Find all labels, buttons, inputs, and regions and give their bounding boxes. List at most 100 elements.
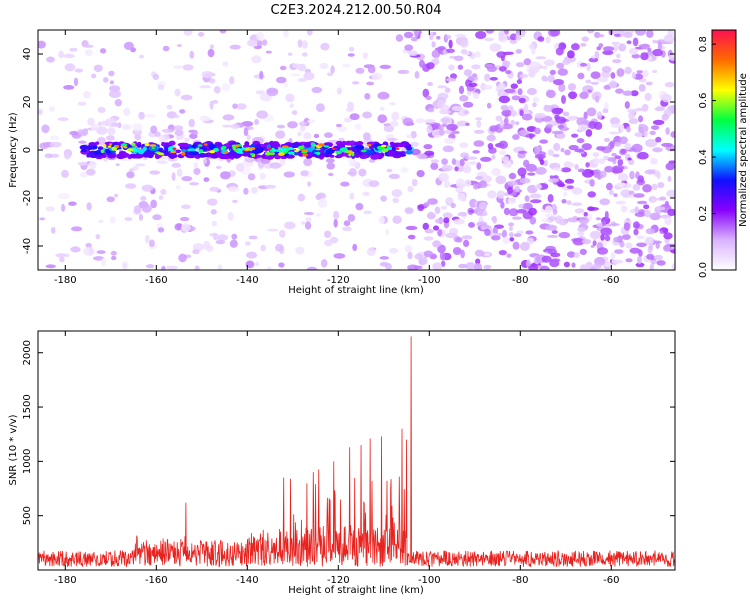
heatmap-cell <box>174 88 181 97</box>
heatmap-cell <box>101 258 106 267</box>
heatmap-cell <box>644 169 656 175</box>
heatmap-cell <box>606 182 613 191</box>
heatmap-cell <box>184 137 190 143</box>
heatmap-cell <box>433 56 439 65</box>
heatmap-cell <box>124 183 137 189</box>
heatmap-cell <box>441 260 446 267</box>
heatmap-cell <box>460 152 470 158</box>
heatmap-cell <box>631 71 637 80</box>
heatmap-cell <box>604 210 609 220</box>
heatmap-cell <box>568 91 578 100</box>
heatmap-cell <box>279 229 286 238</box>
heatmap-cell <box>282 145 289 148</box>
heatmap-cell <box>441 164 454 172</box>
heatmap-cell <box>583 111 588 120</box>
heatmap-cell <box>61 203 66 212</box>
heatmap-cell <box>643 130 648 138</box>
heatmap-cell <box>110 250 117 256</box>
heatmap-cell <box>418 59 425 68</box>
heatmap-cell <box>161 128 174 133</box>
heatmap-cell <box>137 144 142 148</box>
heatmap-cell <box>158 152 165 156</box>
heatmap-cell <box>613 141 621 147</box>
heatmap-cell <box>291 73 301 77</box>
heatmap-cell <box>558 231 571 239</box>
heatmap-cell <box>587 89 592 93</box>
heatmap-cell <box>607 157 616 162</box>
heatmap-cell <box>613 236 621 243</box>
heatmap-cell <box>227 186 240 193</box>
heatmap-cell <box>517 88 523 96</box>
heatmap-cell <box>107 145 112 148</box>
heatmap-cell <box>362 52 369 60</box>
heatmap-cell <box>572 215 578 220</box>
heatmap-cell <box>415 118 426 124</box>
heatmap-cell <box>268 147 272 150</box>
spectrogram-y-label: Frequency (Hz) <box>8 112 19 188</box>
heatmap-cell <box>284 147 291 152</box>
heatmap-cell <box>482 210 488 215</box>
heatmap-cell <box>304 221 312 230</box>
heatmap-cell <box>380 144 387 148</box>
heatmap-cell <box>217 142 222 147</box>
heatmap-cell <box>600 234 605 241</box>
y-tick-label: 500 <box>22 506 33 525</box>
heatmap-cell <box>462 101 474 108</box>
heatmap-cell <box>574 164 579 170</box>
heatmap-cell <box>464 179 472 187</box>
heatmap-cell <box>387 145 391 149</box>
heatmap-cell <box>123 146 128 149</box>
heatmap-cell <box>646 253 655 260</box>
heatmap-cell <box>459 142 469 148</box>
heatmap-cells <box>38 30 675 270</box>
heatmap-cell <box>553 175 559 179</box>
heatmap-cell <box>318 143 325 147</box>
heatmap-cell <box>491 235 501 241</box>
heatmap-cell <box>320 259 328 268</box>
heatmap-cell <box>256 32 264 41</box>
heatmap-cell <box>379 256 389 260</box>
heatmap-cell <box>527 172 536 176</box>
heatmap-cell <box>222 124 232 128</box>
heatmap-cell <box>102 144 107 148</box>
heatmap-cell <box>436 100 445 109</box>
heatmap-cell <box>348 153 352 157</box>
heatmap-cell <box>427 107 435 113</box>
heatmap-cell <box>523 103 529 112</box>
heatmap-cell <box>362 191 370 196</box>
heatmap-cell <box>663 232 673 240</box>
heatmap-cell <box>324 230 332 238</box>
heatmap-cell <box>383 125 394 133</box>
heatmap-cell <box>385 263 392 270</box>
heatmap-cell <box>407 185 414 193</box>
heatmap-cell <box>194 265 200 270</box>
heatmap-cell <box>625 218 630 221</box>
heatmap-cell <box>109 85 121 92</box>
heatmap-cell <box>534 112 546 119</box>
heatmap-cell <box>103 77 109 83</box>
heatmap-cell <box>115 145 119 148</box>
heatmap-cell <box>180 216 190 222</box>
heatmap-cell <box>539 265 550 270</box>
heatmap-cell <box>404 207 414 215</box>
heatmap-cell <box>265 50 272 54</box>
heatmap-cell <box>438 172 449 182</box>
heatmap-cell <box>612 59 622 64</box>
heatmap-cell <box>509 39 518 44</box>
colorbar-tick-label: 0.2 <box>698 206 709 222</box>
heatmap-cell <box>183 30 193 36</box>
heatmap-cell <box>604 235 611 242</box>
heatmap-cell <box>210 209 217 215</box>
heatmap-cell <box>483 84 493 90</box>
heatmap-cell <box>404 44 414 51</box>
heatmap-cell <box>665 127 670 135</box>
heatmap-cell <box>128 168 135 172</box>
heatmap-cell <box>668 54 675 61</box>
heatmap-cell <box>625 242 633 249</box>
heatmap-cell <box>131 147 137 153</box>
heatmap-cell <box>439 109 451 115</box>
heatmap-cell <box>433 225 439 231</box>
heatmap-cell <box>614 249 624 255</box>
heatmap-cell <box>609 117 621 125</box>
